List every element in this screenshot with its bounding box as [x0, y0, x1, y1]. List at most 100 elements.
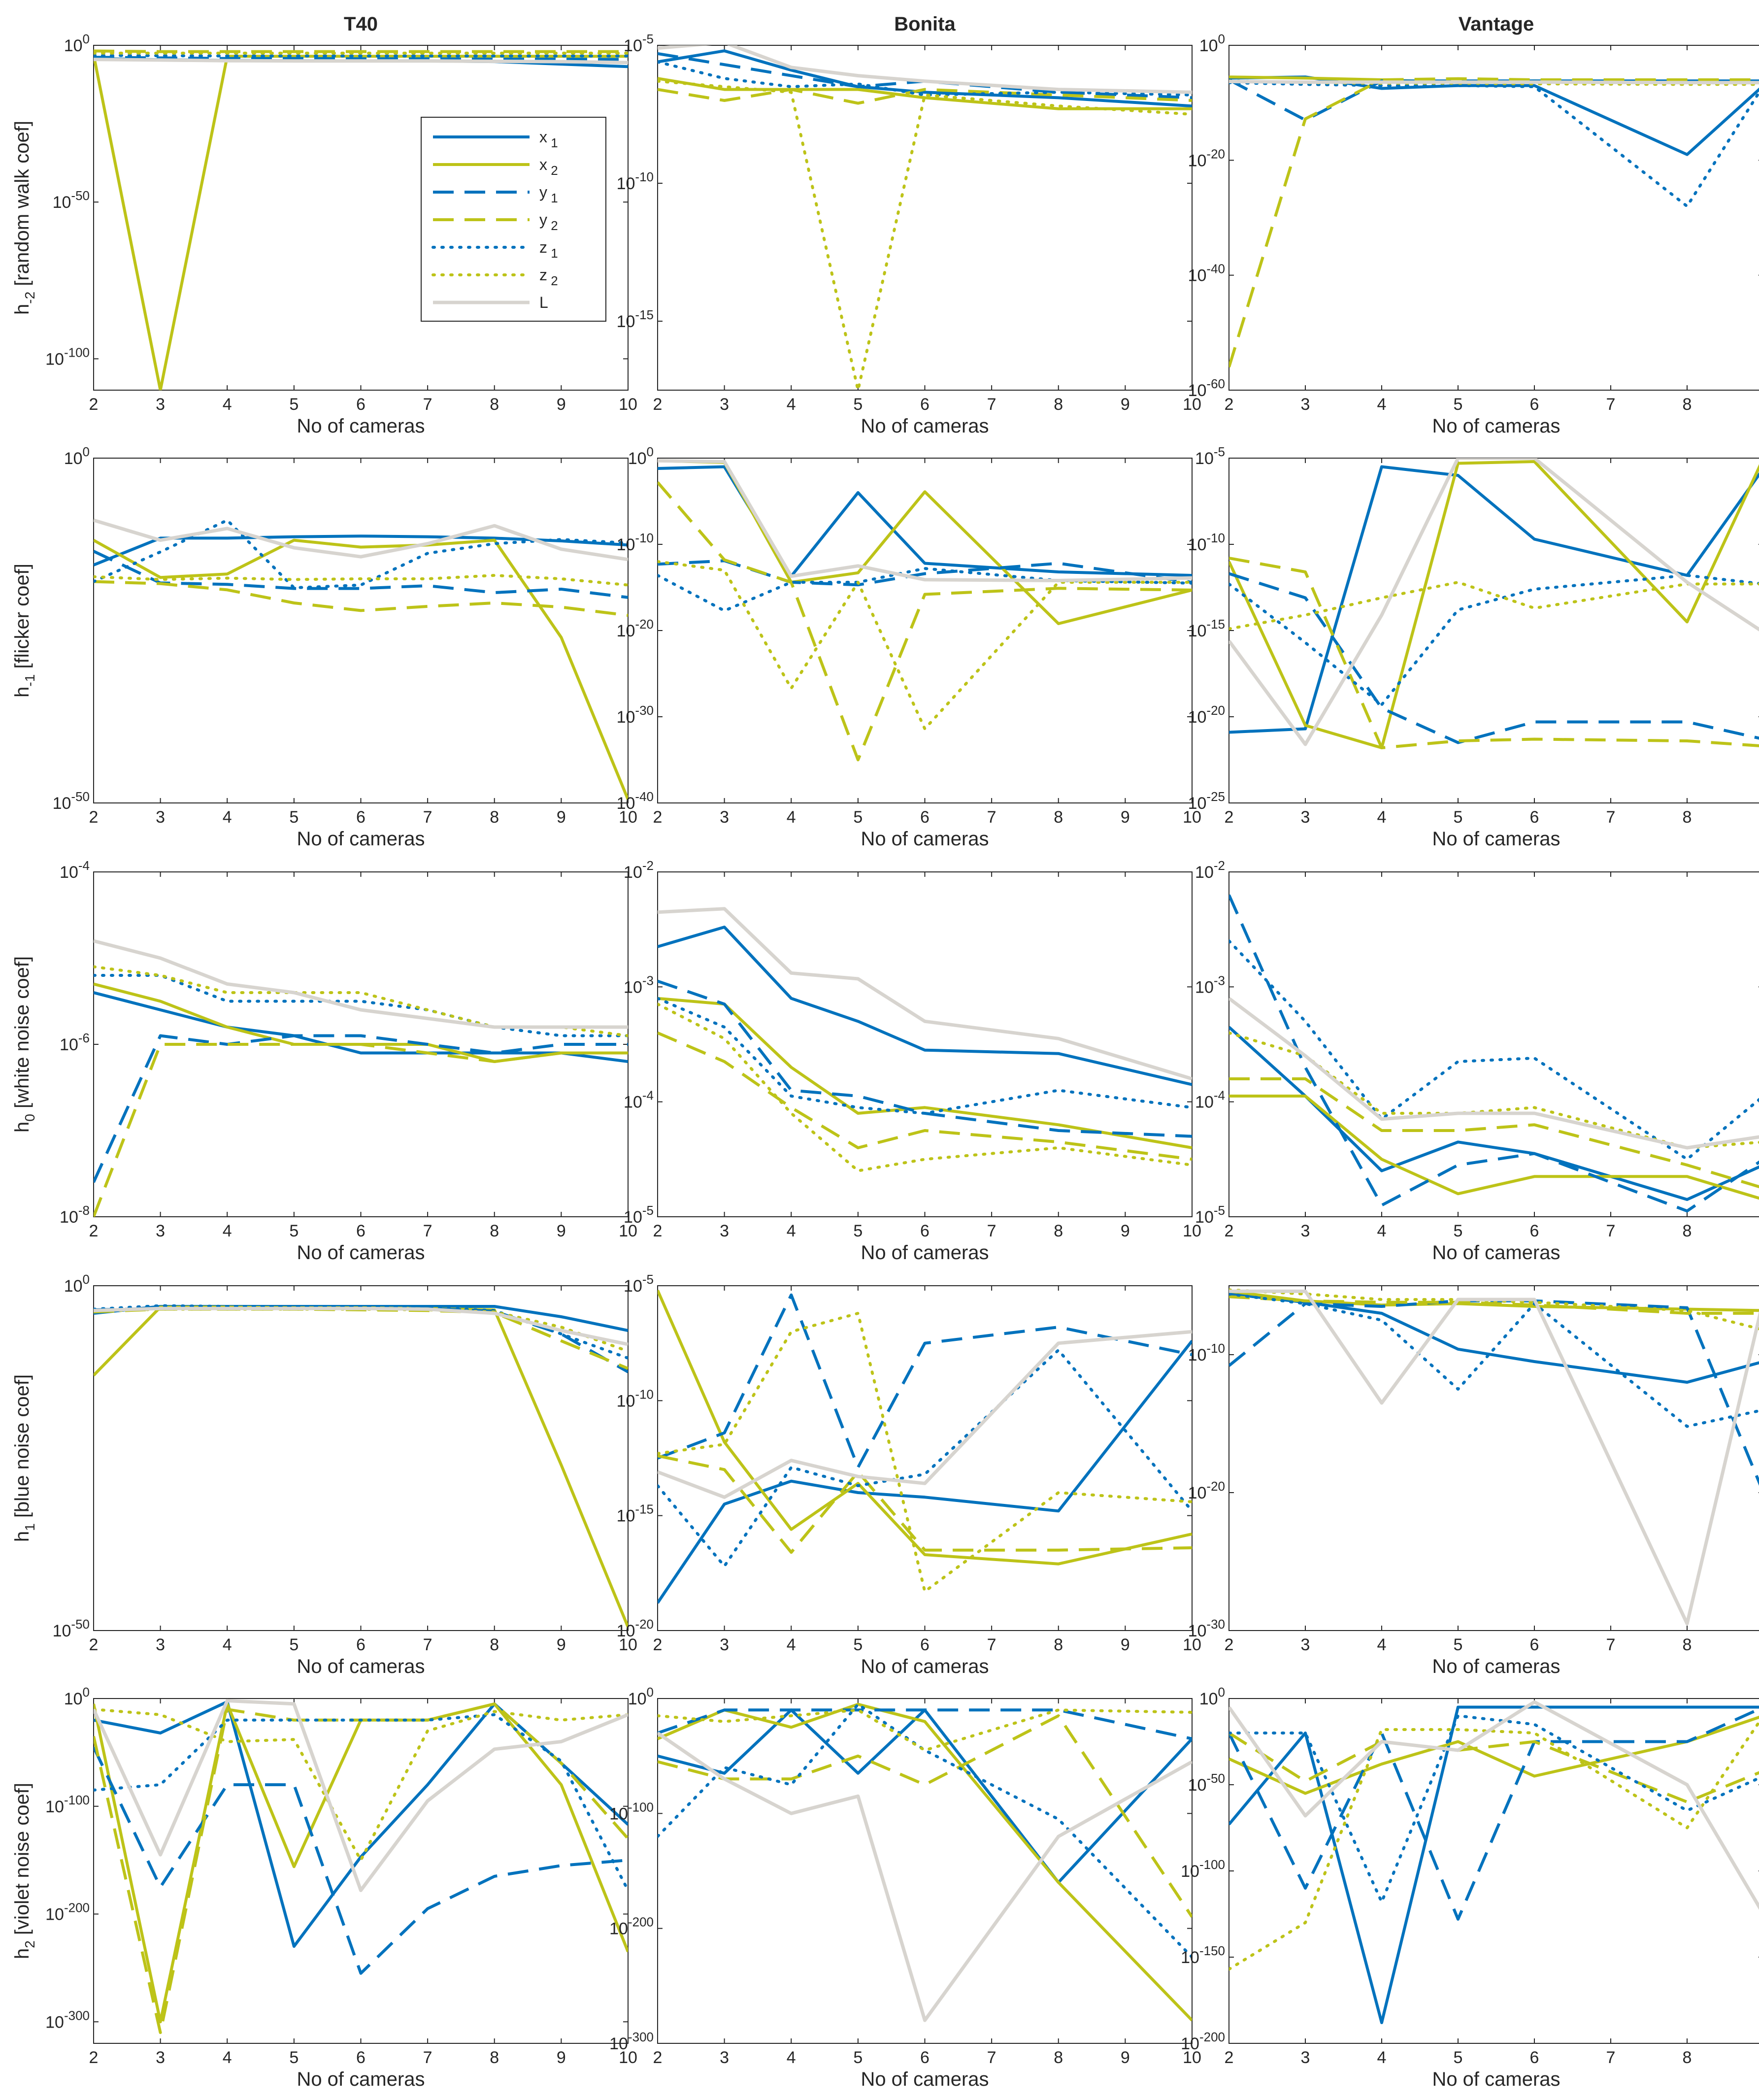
x-tick-label: 10 [1183, 395, 1201, 414]
y-axis-label-row-3: h0 [white noise coef] [11, 956, 37, 1133]
x-tick-label: 2 [1225, 1222, 1234, 1240]
x-axis-label: No of cameras [1432, 2068, 1560, 2090]
x-tick-label: 4 [223, 2048, 232, 2067]
series-line-L [658, 1732, 1192, 2022]
series-line-y1 [1229, 572, 1759, 744]
series-line-y1 [1229, 1707, 1759, 1921]
x-tick-label: 8 [1054, 395, 1063, 414]
series-line-L [94, 939, 628, 1029]
x-tick-label: 8 [1683, 1222, 1692, 1240]
y-tick-label: 10-5 [624, 1203, 654, 1227]
series-line-L [658, 45, 1192, 94]
series-line-z1 [1229, 939, 1759, 1161]
series-group [658, 1702, 1192, 2022]
x-tick-label: 5 [853, 395, 863, 414]
y-tick-label: 10-4 [60, 858, 90, 882]
x-axis-label: No of cameras [1432, 1242, 1560, 1264]
x-tick-label: 5 [853, 1635, 863, 1654]
y-tick-label: 10-20 [617, 1617, 654, 1640]
x-tick-label: 9 [557, 1222, 566, 1240]
x-tick-label: 4 [787, 395, 796, 414]
column-title-vantage: Vantage [1459, 13, 1534, 35]
y-tick-label: 10-20 [1188, 1479, 1225, 1502]
y-tick-label: 10-100 [45, 345, 90, 368]
x-tick-label: 4 [223, 808, 232, 827]
y-tick-label: 100 [64, 32, 90, 55]
x-tick-label: 8 [490, 2048, 499, 2067]
x-tick-label: 8 [1683, 2048, 1692, 2067]
y-tick-label: 10-5 [1195, 1203, 1225, 1227]
x-tick-label: 4 [1377, 1635, 1387, 1654]
legend-label-x2: x 2 [539, 156, 558, 178]
series-line-z2 [658, 1708, 1192, 1752]
x-tick-label: 3 [720, 2048, 729, 2067]
series-group [1229, 1700, 1759, 2024]
y-tick-label: 10-20 [1188, 703, 1225, 727]
x-tick-label: 8 [1683, 395, 1692, 414]
x-tick-label: 10 [619, 808, 637, 827]
x-tick-label: 7 [987, 395, 996, 414]
y-tick-label: 10-3 [1195, 973, 1225, 997]
x-tick-label: 3 [1301, 395, 1310, 414]
x-tick-label: 8 [490, 395, 499, 414]
x-tick-label: 4 [1377, 2048, 1387, 2067]
y-tick-label: 10-2 [624, 858, 654, 882]
x-tick-label: 6 [920, 1222, 929, 1240]
series-group [1229, 1288, 1759, 1626]
series-line-L [94, 518, 628, 562]
axes-box [1228, 1285, 1759, 1631]
x-tick-label: 6 [356, 1635, 365, 1654]
x-tick-label: 2 [89, 808, 99, 827]
series-line-y2 [658, 1454, 1192, 1554]
x-tick-label: 6 [356, 808, 365, 827]
x-tick-label: 8 [1054, 808, 1063, 827]
y-tick-label: 10-20 [1188, 146, 1225, 170]
series-line-x1 [1229, 1705, 1759, 2024]
x-tick-label: 6 [1530, 395, 1539, 414]
x-tick-label: 3 [1301, 2048, 1310, 2067]
x-axis-label: No of cameras [1432, 415, 1560, 437]
x-tick-label: 7 [423, 2048, 432, 2067]
x-axis-label: No of cameras [297, 828, 425, 850]
series-line-L [94, 58, 628, 65]
x-tick-label: 2 [653, 1635, 663, 1654]
series-line-y1 [94, 56, 628, 61]
x-tick-label: 9 [557, 808, 566, 827]
axes-box [1228, 871, 1759, 1217]
x-axis-label: No of cameras [861, 828, 989, 850]
series-group [94, 518, 628, 800]
x-tick-label: 4 [787, 2048, 796, 2067]
x-tick-label: 9 [1121, 2048, 1130, 2067]
y-tick-label: 100 [64, 444, 90, 468]
series-line-y2 [94, 580, 628, 617]
legend-label-y2: y 2 [539, 211, 558, 233]
x-tick-label: 3 [156, 1222, 165, 1240]
x-tick-label: 9 [557, 395, 566, 414]
y-tick-label: 10-8 [60, 1203, 90, 1227]
x-tick-label: 4 [787, 1222, 796, 1240]
x-axis-label: No of cameras [861, 2068, 989, 2090]
legend-label-z2: z 2 [539, 266, 558, 288]
x-tick-label: 5 [1454, 395, 1463, 414]
x-tick-label: 8 [1054, 1635, 1063, 1654]
series-line-x2 [658, 77, 1192, 110]
series-line-z1 [1229, 81, 1759, 208]
x-tick-label: 3 [156, 2048, 165, 2067]
series-line-y2 [1229, 77, 1759, 368]
legend-label-y1: y 1 [539, 183, 558, 205]
x-tick-label: 7 [987, 2048, 996, 2067]
legend-label-x1: x 1 [539, 128, 558, 150]
chart-grid: T40 Bonita Vantage h-2 [random walk coef] 2 3… [11, 13, 1759, 2090]
x-tick-label: 3 [720, 395, 729, 414]
x-tick-label: 7 [987, 1222, 996, 1240]
x-tick-label: 3 [156, 808, 165, 827]
x-axis-label: No of cameras [297, 1242, 425, 1264]
x-tick-label: 6 [356, 1222, 365, 1240]
x-tick-label: 6 [1530, 1222, 1539, 1240]
column-title-t40: T40 [344, 13, 378, 35]
panel-t40-row-4: 2 3 4 5 6 7 8 9 10 No of cameras 100 10-50 [53, 1272, 637, 1677]
series-line-z1 [658, 60, 1192, 97]
x-tick-label: 5 [289, 2048, 299, 2067]
x-tick-label: 7 [1606, 1222, 1616, 1240]
